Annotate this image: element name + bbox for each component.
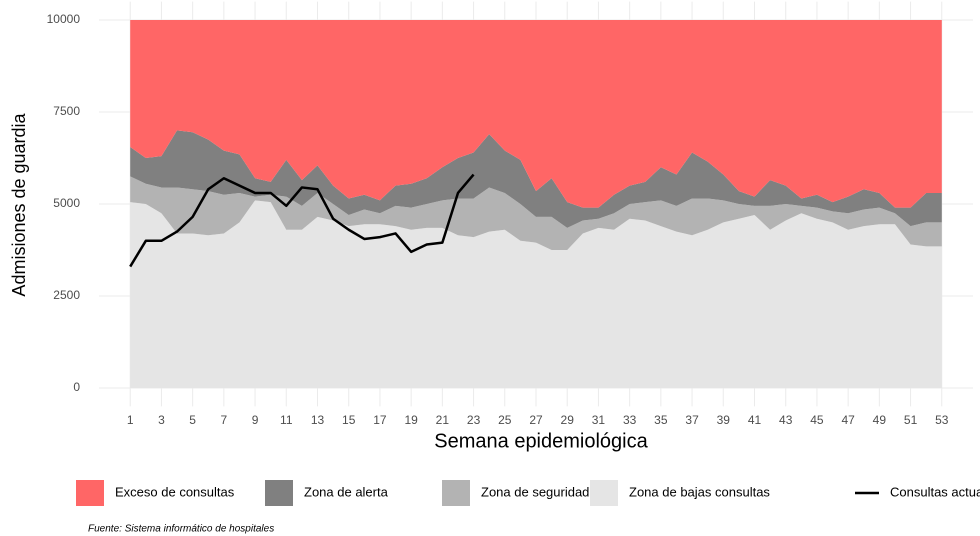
y-tick-label: 0 bbox=[73, 380, 80, 394]
x-tick-label: 5 bbox=[189, 413, 196, 427]
x-tick-label: 13 bbox=[311, 413, 325, 427]
x-tick-label: 35 bbox=[654, 413, 668, 427]
footnote: Fuente: Sistema informático de hospitale… bbox=[88, 524, 274, 535]
y-axis-title: Admisiones de guardia bbox=[9, 112, 29, 296]
y-tick-label: 7500 bbox=[53, 104, 80, 118]
area bbox=[130, 200, 942, 388]
x-tick-label: 31 bbox=[592, 413, 606, 427]
area bbox=[130, 20, 942, 208]
legend: Exceso de consultas Zona de alerta Zona de… bbox=[76, 480, 980, 506]
x-tick-label: 1 bbox=[127, 413, 134, 427]
x-tick-label: 53 bbox=[935, 413, 949, 427]
area bbox=[130, 176, 942, 250]
legend-label: Zona de bajas consultas bbox=[629, 484, 770, 499]
x-tick-label: 9 bbox=[252, 413, 259, 427]
x-tick-label: 23 bbox=[467, 413, 481, 427]
x-tick-label: 39 bbox=[717, 413, 731, 427]
areas bbox=[130, 20, 942, 388]
y-tick-label: 10000 bbox=[47, 12, 81, 26]
lines bbox=[129, 173, 475, 268]
x-tick-label: 29 bbox=[561, 413, 575, 427]
x-tick-label: 33 bbox=[623, 413, 637, 427]
legend-label: Zona de alerta bbox=[304, 484, 389, 499]
legend-label: Exceso de consultas bbox=[115, 484, 235, 499]
x-tick-label: 25 bbox=[498, 413, 512, 427]
legend-swatch bbox=[265, 480, 293, 506]
x-tick-label: 45 bbox=[810, 413, 824, 427]
x-tick-label: 43 bbox=[779, 413, 793, 427]
x-tick-label: 47 bbox=[841, 413, 855, 427]
legend-label: Consultas actuales bbox=[890, 484, 980, 499]
line bbox=[129, 173, 475, 268]
x-tick-label: 15 bbox=[342, 413, 356, 427]
x-tick-label: 3 bbox=[158, 413, 165, 427]
x-axis-title: Semana epidemiológica bbox=[434, 430, 648, 452]
x-tick-label: 51 bbox=[904, 413, 918, 427]
x-tick-label: 7 bbox=[221, 413, 228, 427]
legend-swatch bbox=[76, 480, 104, 506]
x-tick-label: 41 bbox=[748, 413, 762, 427]
legend-swatch bbox=[590, 480, 618, 506]
y-tick-label: 5000 bbox=[53, 196, 80, 210]
x-tick-label: 49 bbox=[873, 413, 887, 427]
x-tick-label: 19 bbox=[404, 413, 418, 427]
legend-swatch bbox=[442, 480, 470, 506]
x-tick-label: 17 bbox=[373, 413, 387, 427]
area bbox=[130, 130, 942, 228]
x-tick-label: 11 bbox=[280, 413, 293, 427]
legend-label: Zona de seguridad bbox=[481, 484, 589, 499]
y-tick-label: 2500 bbox=[53, 288, 80, 302]
x-tick-label: 21 bbox=[436, 413, 450, 427]
x-tick-label: 37 bbox=[685, 413, 699, 427]
x-tick-label: 27 bbox=[529, 413, 543, 427]
